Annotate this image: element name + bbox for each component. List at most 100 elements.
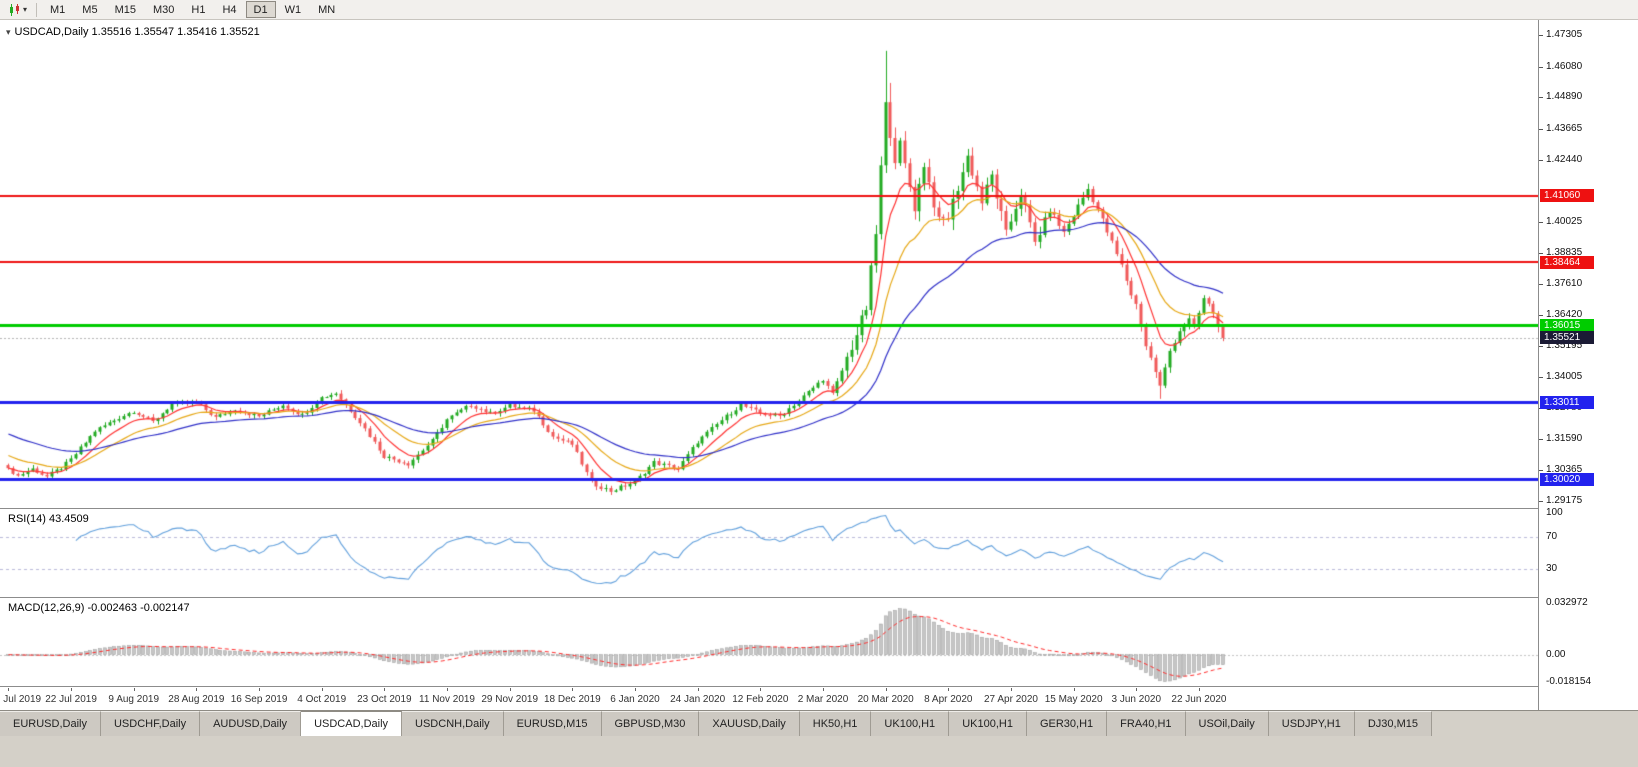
time-axis-tick [510, 688, 511, 691]
price-axis-tick [1539, 160, 1543, 161]
time-axis-label: 11 Nov 2019 [419, 694, 475, 705]
price-axis-label: 1.35195 [1546, 340, 1583, 352]
chevron-down-icon: ▾ [23, 5, 28, 14]
time-axis-label: 23 Oct 2019 [357, 694, 412, 705]
timeframe-button-mn[interactable]: MN [318, 4, 336, 16]
time-axis-tick [1136, 688, 1137, 691]
chart-tab-xauusd-daily[interactable]: XAUUSD,Daily [699, 711, 800, 736]
time-axis-label: 12 Feb 2020 [732, 694, 789, 705]
symbol-dropdown-icon[interactable]: ▾ [6, 26, 11, 37]
timeframe-button-h1[interactable]: H1 [191, 4, 206, 16]
time-axis-label: 16 Sep 2019 [230, 694, 288, 705]
price-axis-label: 1.38835 [1546, 246, 1583, 258]
price-axis-label: 1.30365 [1546, 464, 1583, 476]
hline-price-badge: 1.36015 [1540, 318, 1594, 332]
time-axis-label: 24 Jan 2020 [670, 694, 726, 705]
price-axis-label: 1.47305 [1546, 29, 1583, 41]
chart-tab-usdcnh-daily[interactable]: USDCNH,Daily [402, 711, 504, 736]
rsi-indicator-canvas[interactable] [0, 509, 1538, 597]
timeframe-button-m1[interactable]: M1 [50, 4, 66, 16]
price-axis-tick [1539, 501, 1543, 502]
chart-tab-eurusd-m15[interactable]: EURUSD,M15 [503, 711, 602, 736]
price-axis-tick [1539, 222, 1543, 223]
price-axis-label: 1.36420 [1546, 308, 1583, 320]
time-axis-tick [760, 688, 761, 691]
time-axis-label: 28 Aug 2019 [168, 694, 225, 705]
timeframe-button-m15[interactable]: M15 [114, 4, 136, 16]
chart-tab-ger30-h1[interactable]: GER30,H1 [1026, 711, 1108, 736]
timeframe-button-h4[interactable]: H4 [222, 4, 237, 16]
hline-price-badge: 1.41060 [1540, 189, 1594, 203]
chart-tab-uk100-h1[interactable]: UK100,H1 [871, 711, 950, 736]
chart-tab-usdchf-daily[interactable]: USDCHF,Daily [100, 711, 201, 736]
time-axis-label: 15 May 2020 [1044, 694, 1103, 705]
timeframe-button-m5[interactable]: M5 [82, 4, 98, 16]
rsi-axis-label: 30 [1546, 563, 1558, 574]
timeframe-buttons: M1 M5 M15 M30 H1 H4 D1 W1 MN [42, 1, 344, 18]
chart-tab-audusd-daily[interactable]: AUDUSD,Daily [200, 711, 302, 736]
price-axis-tick [1539, 97, 1543, 98]
price-axis-label: 1.46080 [1546, 60, 1583, 72]
time-axis-tick [1199, 688, 1200, 691]
price-axis-tick [1539, 315, 1543, 316]
chart-tab-hk50-h1[interactable]: HK50,H1 [799, 711, 872, 736]
time-axis-tick [196, 688, 197, 691]
price-axis-label: 1.40025 [1546, 216, 1583, 228]
time-axis-label: 29 Nov 2019 [481, 694, 539, 705]
time-axis-tick [384, 688, 385, 691]
price-axis-tick [1539, 253, 1543, 254]
price-axis-tick [1539, 129, 1543, 130]
price-axis-tick [1539, 67, 1543, 68]
price-axis-tick [1539, 439, 1543, 440]
price-axis-label: 1.44890 [1546, 91, 1583, 103]
hline-price-badge: 1.38464 [1540, 255, 1594, 269]
timeframe-button-m30[interactable]: M30 [152, 4, 175, 16]
price-axis-label: 1.34005 [1546, 370, 1583, 382]
price-axis-label: 1.37610 [1546, 278, 1583, 290]
pane-separator[interactable] [0, 597, 1638, 598]
time-axis-tick [886, 688, 887, 691]
chart-tab-eurusd-daily[interactable]: EURUSD,Daily [0, 711, 101, 736]
bid-price-badge: 1.35521 [1540, 331, 1594, 345]
time-axis-label: 3 Jul 2019 [0, 694, 42, 705]
timeframe-button-d1[interactable]: D1 [245, 1, 276, 18]
chart-tab-gbpusd-m30[interactable]: GBPUSD,M30 [601, 711, 700, 736]
chart-tab-dj30-m15[interactable]: DJ30,M15 [1354, 711, 1432, 736]
chart-tab-usdcad-daily[interactable]: USDCAD,Daily [301, 711, 403, 736]
price-axis-tick [1539, 346, 1543, 347]
chart-type-button[interactable]: ▾ [4, 1, 31, 19]
time-axis-label: 8 Apr 2020 [924, 694, 973, 705]
chart-tab-usoil-daily[interactable]: USOil,Daily [1185, 711, 1269, 736]
time-axis-label: 2 Mar 2020 [797, 694, 849, 705]
chart-tab-usdjpy-h1[interactable]: USDJPY,H1 [1268, 711, 1355, 736]
macd-pane-label: MACD(12,26,9) -0.002463 -0.002147 [8, 602, 190, 614]
macd-axis-label: -0.018154 [1546, 676, 1592, 687]
time-axis-label: 6 Jan 2020 [610, 694, 660, 705]
chart-tab-bar: EURUSD,Daily USDCHF,Daily AUDUSD,Daily USDC… [0, 710, 1638, 736]
candlestick-chart-icon [10, 3, 19, 16]
price-chart-canvas[interactable] [0, 20, 1538, 508]
macd-indicator-canvas[interactable] [0, 598, 1538, 686]
rsi-axis-label: 100 [1546, 507, 1563, 518]
price-axis[interactable]: 1.47305 1.46080 1.44890 1.43665 1.42440 1.400… [1538, 20, 1638, 710]
time-axis-tick [635, 688, 636, 691]
chart-tab-uk100-h1[interactable]: UK100,H1 [949, 711, 1027, 736]
time-axis-tick [259, 688, 260, 691]
time-axis-label: 9 Aug 2019 [108, 694, 160, 705]
chart-region: ▾ USDCAD,Daily 1.35516 1.35547 1.35416 1… [0, 20, 1638, 710]
price-axis-label: 1.43665 [1546, 122, 1583, 134]
price-axis-tick [1539, 470, 1543, 471]
time-axis-tick [823, 688, 824, 691]
pane-separator [0, 686, 1638, 687]
time-axis-tick [698, 688, 699, 691]
pane-separator[interactable] [0, 508, 1638, 509]
status-bar [0, 736, 1638, 767]
price-axis-tick [1539, 377, 1543, 378]
time-axis-label: 3 Jun 2020 [1111, 694, 1162, 705]
timeframe-toolbar: ▾ M1 M5 M15 M30 H1 H4 D1 W1 MN [0, 0, 1638, 20]
timeframe-button-w1[interactable]: W1 [284, 4, 302, 16]
chart-title-text: USDCAD,Daily 1.35516 1.35547 1.35416 1.3… [14, 26, 260, 38]
chart-tab-fra40-h1[interactable]: FRA40,H1 [1107, 711, 1186, 736]
